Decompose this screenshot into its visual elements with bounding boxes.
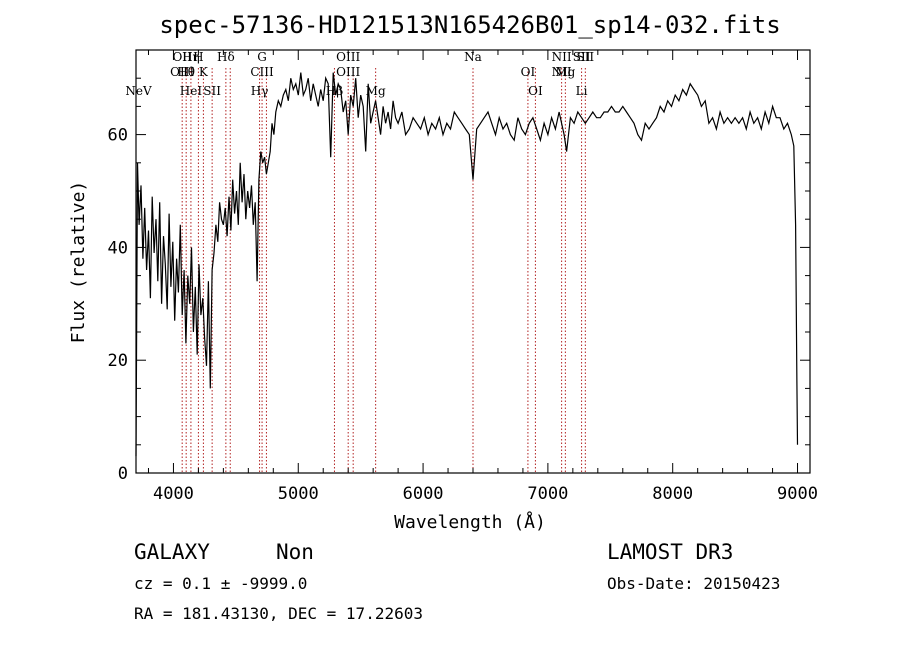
object-class: GALAXY bbox=[134, 540, 210, 564]
spectral-line-label: K bbox=[199, 65, 209, 79]
spectral-line-label: OIII bbox=[170, 65, 194, 79]
x-tick-label: 5000 bbox=[278, 484, 319, 504]
spectral-line-label: Hη bbox=[182, 50, 200, 64]
spectral-line-label: Na bbox=[464, 50, 482, 64]
x-axis-label: Wavelength (Å) bbox=[394, 511, 546, 533]
spectral-line-label: OIII bbox=[336, 50, 360, 64]
spectral-line-label: OIII bbox=[336, 65, 360, 79]
axis-ticks: 4000 5000 6000 7000 8000 9000 0 20 40 60 bbox=[108, 49, 818, 504]
spectral-line-label: Hθ bbox=[177, 65, 195, 79]
spectral-line-label: H bbox=[193, 50, 203, 64]
spectral-line-label: NeV bbox=[125, 84, 152, 98]
spectral-line-label: Hβ bbox=[326, 84, 343, 98]
y-tick-label: 0 bbox=[118, 464, 128, 484]
coordinates-text: RA = 181.43130, DEC = 17.22603 bbox=[134, 604, 423, 623]
spectral-line-label: SII bbox=[573, 50, 591, 64]
spectral-line-markers bbox=[181, 68, 586, 473]
y-axis-label: Flux (relative) bbox=[68, 181, 89, 344]
spectral-line-label: HeI bbox=[180, 84, 203, 98]
y-tick-label: 20 bbox=[108, 351, 128, 371]
spectral-line-label: OI bbox=[528, 84, 543, 98]
x-tick-label: 9000 bbox=[777, 484, 818, 504]
x-tick-label: 6000 bbox=[403, 484, 444, 504]
spectral-line-label: NII bbox=[552, 65, 572, 79]
chart-title: spec-57136-HD121513N165426B01_sp14-032.f… bbox=[159, 11, 780, 39]
spectral-line-labels: OIIOIIIHθHeIHηHKSIIHδHγGCIIIHβOIIIOIIIMg… bbox=[125, 50, 594, 98]
x-tick-label: 7000 bbox=[527, 484, 568, 504]
x-tick-label: 8000 bbox=[652, 484, 693, 504]
spectral-line-label: G bbox=[257, 50, 267, 64]
observation-date: Obs-Date: 20150423 bbox=[607, 574, 780, 593]
spectral-line-label: OI bbox=[521, 65, 536, 79]
spectral-line-label: OII bbox=[173, 50, 193, 64]
y-tick-label: 60 bbox=[108, 126, 128, 146]
spectral-line-label: SII bbox=[576, 50, 594, 64]
spectral-line-label: NII bbox=[552, 50, 572, 64]
spectral-line-label: CIII bbox=[250, 65, 274, 79]
spectral-line-label: Li bbox=[576, 84, 588, 98]
spectral-line-label: SII bbox=[203, 84, 221, 98]
y-tick-label: 40 bbox=[108, 238, 128, 258]
spectrum-series-line bbox=[135, 72, 799, 457]
spectral-line-label: Mg bbox=[555, 65, 575, 79]
spectral-line-label: Hγ bbox=[251, 84, 269, 98]
spectral-line-label: Hδ bbox=[217, 50, 235, 64]
spectral-line-label: Mg bbox=[366, 84, 386, 98]
object-subclass: Non bbox=[276, 540, 314, 564]
redshift-text: cz = 0.1 ± -9999.0 bbox=[134, 574, 307, 593]
survey-name: LAMOST DR3 bbox=[607, 540, 733, 564]
x-tick-label: 4000 bbox=[153, 484, 194, 504]
